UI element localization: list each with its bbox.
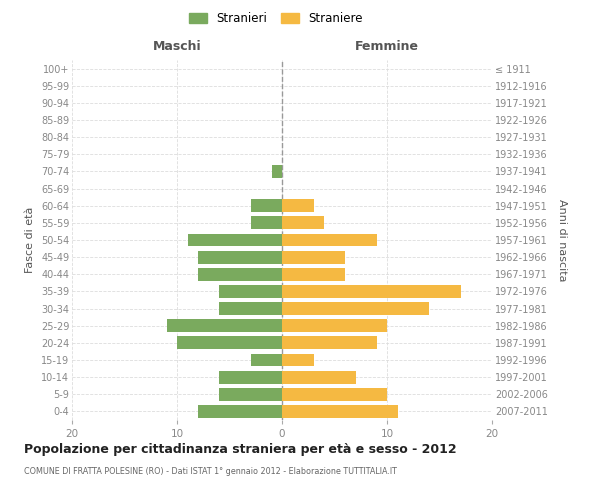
Bar <box>282 250 345 264</box>
Bar <box>251 216 282 230</box>
Bar <box>282 388 387 400</box>
Y-axis label: Fasce di età: Fasce di età <box>25 207 35 273</box>
Bar <box>271 165 282 178</box>
Text: Femmine: Femmine <box>355 40 419 52</box>
Bar <box>251 200 282 212</box>
Text: Popolazione per cittadinanza straniera per età e sesso - 2012: Popolazione per cittadinanza straniera p… <box>24 442 457 456</box>
Bar <box>219 285 282 298</box>
Bar <box>282 216 324 230</box>
Bar <box>198 250 282 264</box>
Bar <box>219 388 282 400</box>
Bar <box>282 405 398 418</box>
Bar <box>251 354 282 366</box>
Bar <box>187 234 282 246</box>
Bar <box>282 302 429 315</box>
Y-axis label: Anni di nascita: Anni di nascita <box>557 198 567 281</box>
Bar <box>282 354 314 366</box>
Bar <box>282 370 355 384</box>
Text: Maschi: Maschi <box>152 40 202 52</box>
Bar <box>167 320 282 332</box>
Text: COMUNE DI FRATTA POLESINE (RO) - Dati ISTAT 1° gennaio 2012 - Elaborazione TUTTI: COMUNE DI FRATTA POLESINE (RO) - Dati IS… <box>24 468 397 476</box>
Bar <box>282 268 345 280</box>
Bar <box>198 405 282 418</box>
Bar <box>282 336 377 349</box>
Legend: Stranieri, Straniere: Stranieri, Straniere <box>185 8 367 28</box>
Bar <box>219 370 282 384</box>
Bar <box>282 320 387 332</box>
Bar <box>198 268 282 280</box>
Bar <box>177 336 282 349</box>
Bar <box>282 285 461 298</box>
Bar <box>282 200 314 212</box>
Bar <box>219 302 282 315</box>
Bar <box>282 234 377 246</box>
